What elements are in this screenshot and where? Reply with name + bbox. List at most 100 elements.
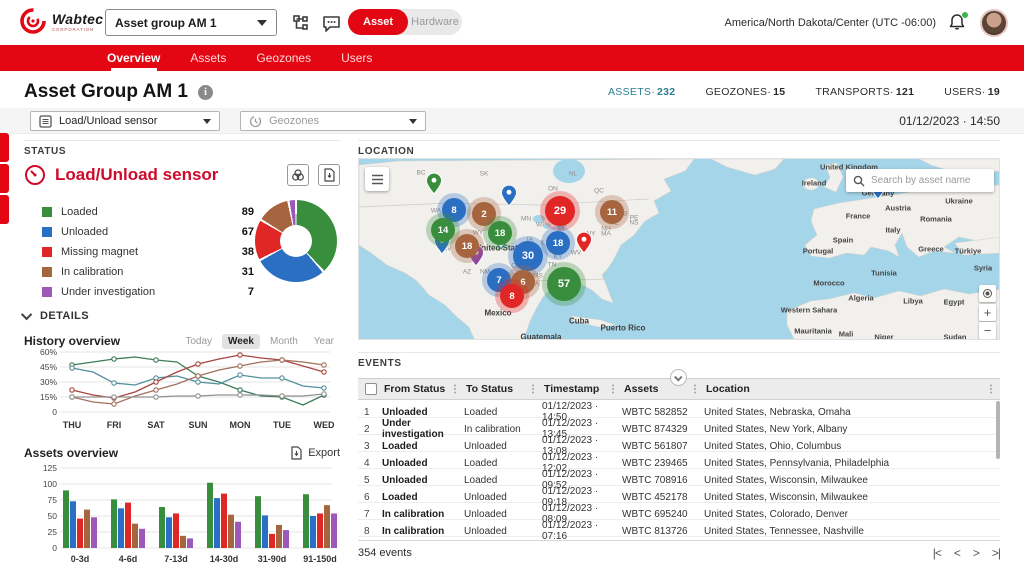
- svg-text:125: 125: [43, 463, 57, 473]
- toggle-asset[interactable]: Asset: [348, 9, 408, 35]
- table-row[interactable]: 6 Loaded Unloaded 01/12/2023 · 09:18 WBTC 45…: [358, 486, 1000, 508]
- search-icon: [853, 175, 865, 186]
- export-button[interactable]: Export: [290, 446, 340, 460]
- toggle-hardware[interactable]: Hardware: [411, 16, 459, 28]
- map-cluster[interactable]: 8: [500, 284, 524, 308]
- svg-text:0: 0: [52, 543, 57, 553]
- page-title: Asset Group AM 1: [24, 81, 188, 102]
- range-chip-month[interactable]: Month: [269, 335, 298, 347]
- column-menu-icon[interactable]: ⋮: [528, 383, 538, 395]
- nav-tab-users[interactable]: Users: [341, 51, 373, 65]
- map-cluster[interactable]: 11: [600, 200, 624, 224]
- sensor-filter-dropdown[interactable]: Load/Unload sensor: [30, 111, 220, 131]
- nav-tab-overview[interactable]: Overview: [105, 45, 162, 71]
- map-cluster[interactable]: 18: [488, 221, 512, 245]
- chart-type-button[interactable]: [287, 164, 309, 186]
- last-page-button[interactable]: >|: [991, 545, 1001, 560]
- map-layers-button[interactable]: [365, 167, 389, 191]
- asset-hardware-toggle: Asset Hardware: [348, 9, 462, 35]
- column-menu-icon[interactable]: ⋮: [986, 383, 996, 395]
- map-locate-button[interactable]: [979, 285, 996, 302]
- table-row[interactable]: 5 Unloaded Loaded 01/12/2023 · 09:52 WBTC 70…: [358, 469, 1000, 491]
- map-pin[interactable]: [426, 172, 442, 199]
- details-toggle[interactable]: DETAILS: [20, 308, 89, 322]
- range-chip-week[interactable]: Week: [222, 333, 260, 349]
- svg-text:91-150d: 91-150d: [303, 554, 337, 564]
- notifications-bell-icon[interactable]: [948, 10, 969, 33]
- chevron-down-icon: [409, 118, 417, 124]
- svg-text:60%: 60%: [40, 347, 57, 357]
- map-pin[interactable]: [501, 184, 517, 211]
- select-all-checkbox[interactable]: [365, 383, 377, 395]
- cell-to-status: Loaded: [464, 406, 498, 418]
- column-menu-icon[interactable]: ⋮: [608, 383, 618, 395]
- legend-label: Missing magnet: [61, 246, 139, 258]
- wabtec-logo[interactable]: Wabtec CORPORATION: [20, 8, 103, 34]
- counter-assets[interactable]: ASSETS· 232: [607, 86, 676, 98]
- top-bar: Wabtec CORPORATION Asset group AM 1 Asse…: [0, 0, 1024, 45]
- column-header-assets[interactable]: Assets ⋮: [622, 379, 704, 399]
- row-number: 8: [364, 525, 370, 537]
- column-menu-icon[interactable]: ⋮: [690, 383, 700, 395]
- counter-transports[interactable]: TRANSPORTS· 121: [815, 86, 915, 98]
- map-cluster[interactable]: 2: [472, 202, 496, 226]
- edge-tab[interactable]: [0, 164, 9, 193]
- map-cluster[interactable]: 30: [513, 241, 543, 271]
- edge-tab[interactable]: [0, 133, 9, 162]
- geozone-icon: [249, 115, 262, 127]
- svg-text:SUN: SUN: [188, 420, 207, 430]
- map-cluster[interactable]: 18: [546, 231, 570, 255]
- map-cluster[interactable]: 18: [455, 234, 479, 258]
- asset-group-selector[interactable]: Asset group AM 1: [105, 9, 277, 36]
- location-map[interactable]: BCSKONQCNLWAMNWIMINYPAMENHMANBPENSIDWYNV…: [358, 158, 1000, 340]
- range-chip-year[interactable]: Year: [313, 335, 334, 347]
- map-cluster[interactable]: 29: [545, 196, 575, 226]
- column-header-to-status[interactable]: To Status ⋮: [464, 379, 542, 399]
- map-cluster[interactable]: 57: [547, 267, 581, 301]
- geozones-filter-value: Geozones: [269, 115, 320, 127]
- next-page-button[interactable]: >: [972, 545, 980, 560]
- range-chip-today[interactable]: Today: [185, 335, 213, 347]
- cell-timestamp: 01/12/2023 · 12:02: [542, 452, 599, 474]
- table-row[interactable]: 7 In calibration Unloaded 01/12/2023 · 08:0…: [358, 503, 1000, 525]
- cell-location: United States, Ohio, Columbus: [704, 440, 842, 452]
- map-zoom-in-button[interactable]: +: [979, 304, 996, 321]
- first-page-button[interactable]: |<: [932, 545, 942, 560]
- wabtec-logo-icon: [20, 8, 46, 34]
- column-header-timestamp[interactable]: Timestamp ⋮: [542, 379, 622, 399]
- info-icon[interactable]: i: [198, 84, 213, 100]
- status-panel: STATUS Load/Unload sensor Loaded 89 Unload…: [20, 140, 340, 568]
- counter-users[interactable]: USERS· 19: [944, 86, 1000, 98]
- map-search-input[interactable]: [871, 175, 981, 186]
- cell-asset: WBTC 452178: [622, 491, 688, 503]
- table-row[interactable]: 3 Loaded Unloaded 01/12/2023 · 13:08 WBTC 56…: [358, 435, 1000, 457]
- cell-from-status: In calibration: [382, 525, 445, 537]
- table-row[interactable]: 1 Unloaded Loaded 01/12/2023 · 14:50 WBTC 58…: [358, 401, 1000, 423]
- counter-geozones[interactable]: GEOZONES· 15: [705, 86, 786, 98]
- chat-icon[interactable]: [320, 12, 342, 34]
- report-button[interactable]: [318, 164, 340, 186]
- column-header-from-status[interactable]: From Status ⋮: [382, 379, 464, 399]
- map-zoom-out-button[interactable]: −: [979, 322, 996, 339]
- cell-from-status: Unloaded: [382, 474, 428, 486]
- column-header-location[interactable]: Location ⋮: [704, 379, 1000, 399]
- prev-page-button[interactable]: <: [953, 545, 961, 560]
- status-donut-chart[interactable]: [255, 200, 337, 282]
- user-avatar[interactable]: [980, 8, 1008, 37]
- hierarchy-icon[interactable]: [290, 12, 312, 34]
- table-row[interactable]: 4 Unloaded Loaded 01/12/2023 · 12:02 WBTC 23…: [358, 452, 1000, 474]
- map-cluster[interactable]: 14: [431, 218, 455, 242]
- events-collapse-button[interactable]: [670, 369, 687, 386]
- edge-tab[interactable]: [0, 195, 9, 224]
- geozones-filter-dropdown[interactable]: Geozones: [240, 111, 426, 131]
- table-row[interactable]: 8 In calibration Unloaded 01/12/2023 · 07:1…: [358, 520, 1000, 542]
- cell-asset: WBTC 239465: [622, 457, 688, 469]
- nav-tab-geozones[interactable]: Geozones: [256, 51, 312, 65]
- row-number: 6: [364, 491, 370, 503]
- legend-value: 67: [241, 226, 254, 238]
- events-scrollbar[interactable]: [996, 401, 1000, 459]
- column-menu-icon[interactable]: ⋮: [450, 383, 460, 395]
- table-row[interactable]: 2 Under investigation In calibration 01/12/…: [358, 418, 1000, 440]
- nav-tab-assets[interactable]: Assets: [190, 51, 227, 65]
- map-pin[interactable]: [576, 231, 592, 258]
